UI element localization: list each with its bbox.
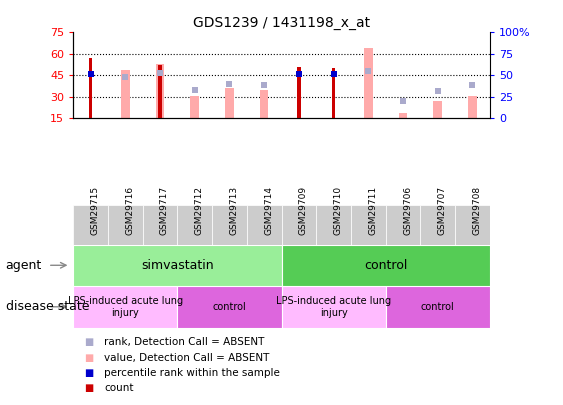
Text: ■: ■ bbox=[84, 337, 93, 347]
Text: LPS-induced acute lung
injury: LPS-induced acute lung injury bbox=[276, 296, 391, 318]
Text: GSM29708: GSM29708 bbox=[472, 186, 481, 235]
Bar bbox=[260, 90, 269, 118]
Text: GSM29713: GSM29713 bbox=[230, 186, 238, 235]
Text: GSM29712: GSM29712 bbox=[195, 186, 204, 235]
Text: ■: ■ bbox=[84, 384, 93, 393]
Text: GSM29716: GSM29716 bbox=[125, 186, 134, 235]
Bar bbox=[212, 205, 247, 245]
Bar bbox=[73, 286, 177, 328]
Bar bbox=[158, 65, 162, 118]
Bar bbox=[455, 205, 490, 245]
Bar bbox=[190, 96, 199, 118]
Bar bbox=[177, 286, 282, 328]
Bar bbox=[89, 58, 92, 118]
Bar bbox=[316, 205, 351, 245]
Bar bbox=[468, 96, 477, 118]
Text: GSM29714: GSM29714 bbox=[264, 186, 273, 235]
Text: GSM29715: GSM29715 bbox=[91, 186, 100, 235]
Text: control: control bbox=[364, 259, 408, 272]
Text: GSM29711: GSM29711 bbox=[368, 186, 377, 235]
Bar bbox=[247, 205, 282, 245]
Bar bbox=[108, 205, 142, 245]
Text: GSM29707: GSM29707 bbox=[438, 186, 446, 235]
Bar bbox=[297, 67, 301, 118]
Bar bbox=[177, 205, 212, 245]
Text: control: control bbox=[421, 302, 454, 312]
Text: GSM29709: GSM29709 bbox=[299, 186, 308, 235]
Text: count: count bbox=[104, 384, 133, 393]
Bar bbox=[282, 205, 316, 245]
Title: GDS1239 / 1431198_x_at: GDS1239 / 1431198_x_at bbox=[193, 16, 370, 30]
Bar bbox=[73, 205, 108, 245]
Text: GSM29706: GSM29706 bbox=[403, 186, 412, 235]
Text: ■: ■ bbox=[84, 353, 93, 362]
Bar bbox=[386, 286, 490, 328]
Bar bbox=[282, 245, 490, 286]
Bar bbox=[332, 68, 336, 118]
Text: value, Detection Call = ABSENT: value, Detection Call = ABSENT bbox=[104, 353, 270, 362]
Bar bbox=[225, 88, 234, 118]
Bar bbox=[351, 205, 386, 245]
Text: ■: ■ bbox=[84, 368, 93, 378]
Bar bbox=[282, 286, 386, 328]
Bar bbox=[364, 48, 373, 118]
Text: agent: agent bbox=[6, 259, 42, 272]
Text: disease state: disease state bbox=[6, 300, 89, 313]
Text: simvastatin: simvastatin bbox=[141, 259, 213, 272]
Bar bbox=[142, 205, 177, 245]
Text: percentile rank within the sample: percentile rank within the sample bbox=[104, 368, 280, 378]
Text: GSM29717: GSM29717 bbox=[160, 186, 169, 235]
Bar bbox=[73, 245, 282, 286]
Bar bbox=[434, 101, 442, 118]
Text: GSM29710: GSM29710 bbox=[333, 186, 342, 235]
Bar bbox=[155, 64, 164, 118]
Bar bbox=[421, 205, 455, 245]
Text: rank, Detection Call = ABSENT: rank, Detection Call = ABSENT bbox=[104, 337, 265, 347]
Bar bbox=[386, 205, 421, 245]
Text: control: control bbox=[213, 302, 246, 312]
Text: LPS-induced acute lung
injury: LPS-induced acute lung injury bbox=[68, 296, 183, 318]
Bar bbox=[121, 70, 129, 118]
Bar bbox=[399, 113, 408, 118]
